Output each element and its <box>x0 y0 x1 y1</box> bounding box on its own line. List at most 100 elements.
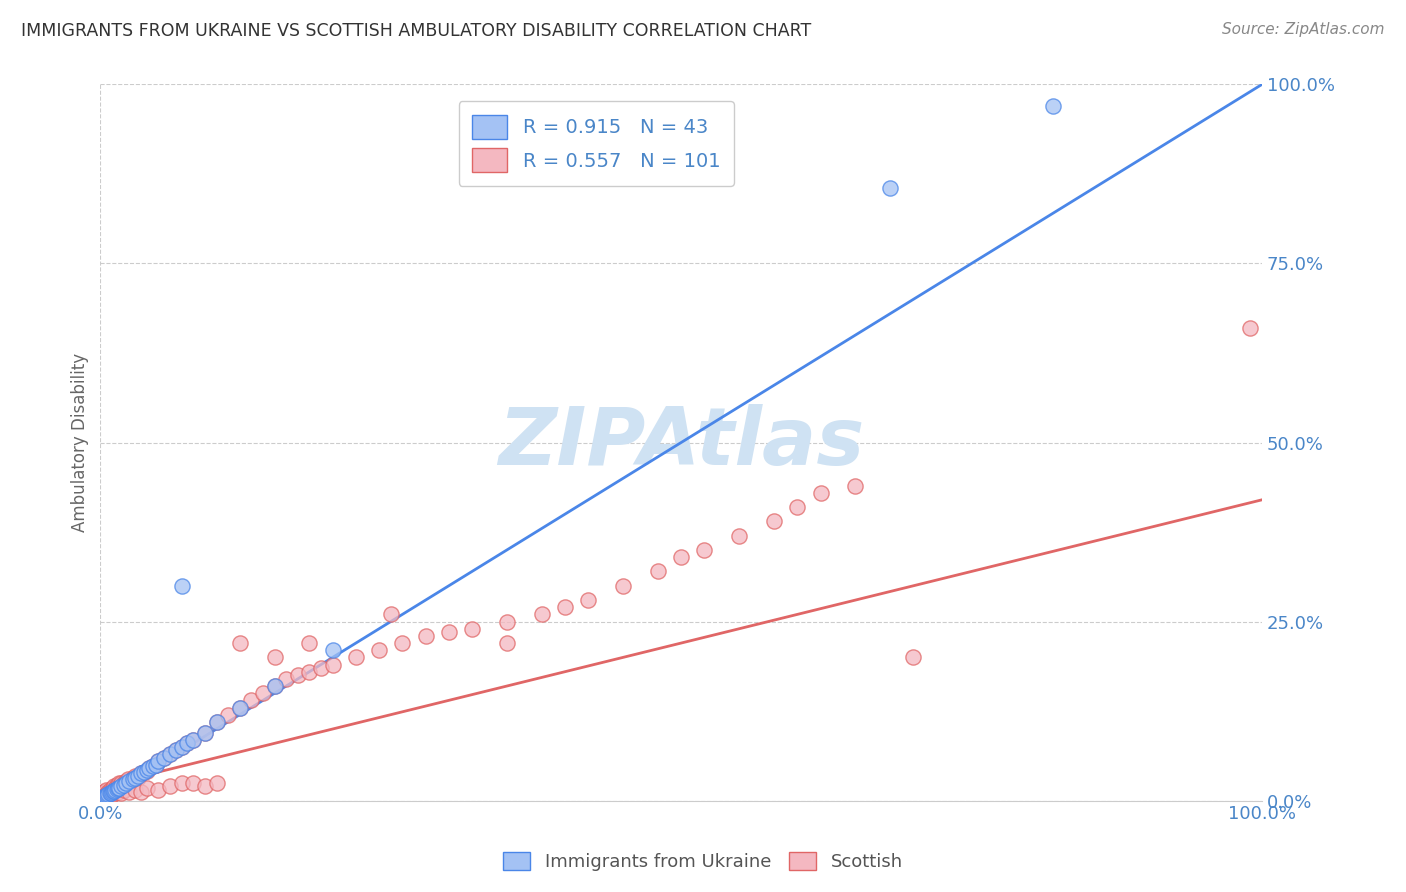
Point <box>120 773 142 788</box>
Point <box>134 764 156 779</box>
Point <box>96 789 118 803</box>
Point <box>96 789 118 804</box>
Point <box>693 543 716 558</box>
Point <box>1239 321 1261 335</box>
Point <box>129 766 152 780</box>
Point <box>194 725 217 739</box>
Point <box>181 732 204 747</box>
Point <box>844 478 866 492</box>
Point <box>101 788 124 802</box>
Point <box>97 789 120 804</box>
Point <box>217 707 239 722</box>
Point <box>903 650 925 665</box>
Point <box>229 700 252 714</box>
Point <box>108 780 131 795</box>
Point <box>170 739 193 754</box>
Point <box>229 700 252 714</box>
Point <box>148 754 170 768</box>
Point <box>176 736 198 750</box>
Point <box>165 743 187 757</box>
Point <box>115 773 138 788</box>
Point <box>496 636 519 650</box>
Point <box>229 636 252 650</box>
Point <box>111 779 134 793</box>
Point <box>98 787 121 801</box>
Point <box>252 686 274 700</box>
Point <box>94 789 117 804</box>
Text: ZIPAtlas: ZIPAtlas <box>498 403 865 482</box>
Point <box>98 783 121 797</box>
Point <box>461 622 484 636</box>
Text: IMMIGRANTS FROM UKRAINE VS SCOTTISH AMBULATORY DISABILITY CORRELATION CHART: IMMIGRANTS FROM UKRAINE VS SCOTTISH AMBU… <box>21 22 811 40</box>
Point <box>97 787 120 801</box>
Point <box>170 775 193 789</box>
Point <box>110 775 132 789</box>
Point <box>263 679 285 693</box>
Point <box>90 791 112 805</box>
Point <box>380 607 402 622</box>
Point <box>101 780 124 795</box>
Point <box>108 775 131 789</box>
Point <box>138 761 160 775</box>
Point <box>103 779 125 793</box>
Point <box>112 783 135 797</box>
Point <box>1042 99 1064 113</box>
Point <box>263 679 285 693</box>
Point <box>91 788 114 802</box>
Point <box>101 785 124 799</box>
Point <box>96 783 118 797</box>
Point <box>879 181 901 195</box>
Point <box>530 607 553 622</box>
Point <box>148 754 170 768</box>
Point <box>142 759 165 773</box>
Point <box>322 657 344 672</box>
Point <box>368 643 391 657</box>
Point <box>145 757 167 772</box>
Point <box>309 661 332 675</box>
Point <box>176 736 198 750</box>
Point <box>205 714 228 729</box>
Point <box>107 781 129 796</box>
Point <box>105 782 128 797</box>
Point <box>98 789 121 803</box>
Point <box>391 636 413 650</box>
Point <box>437 625 460 640</box>
Point <box>108 778 131 792</box>
Point <box>165 743 187 757</box>
Point <box>576 593 599 607</box>
Point <box>763 514 786 528</box>
Point <box>122 772 145 786</box>
Point <box>94 785 117 799</box>
Point <box>240 693 263 707</box>
Point <box>135 763 157 777</box>
Point <box>129 766 152 780</box>
Point <box>263 650 285 665</box>
Point <box>554 600 576 615</box>
Point <box>496 615 519 629</box>
Point <box>153 750 176 764</box>
Point <box>104 783 127 797</box>
Point <box>124 771 146 785</box>
Point <box>194 725 217 739</box>
Point <box>96 787 118 801</box>
Point <box>159 747 181 761</box>
Point <box>104 780 127 795</box>
Point <box>153 750 176 764</box>
Point <box>110 779 132 793</box>
Point <box>91 790 114 805</box>
Point <box>205 775 228 789</box>
Point <box>129 785 152 799</box>
Point <box>124 768 146 782</box>
Point <box>647 565 669 579</box>
Point <box>94 790 117 805</box>
Point <box>103 783 125 797</box>
Point <box>415 629 437 643</box>
Point <box>110 787 132 801</box>
Legend: R = 0.915   N = 43, R = 0.557   N = 101: R = 0.915 N = 43, R = 0.557 N = 101 <box>458 102 734 186</box>
Point <box>786 500 808 514</box>
Point <box>134 764 156 779</box>
Point <box>112 775 135 789</box>
Point <box>127 771 149 785</box>
Point <box>93 787 115 801</box>
Point <box>728 528 751 542</box>
